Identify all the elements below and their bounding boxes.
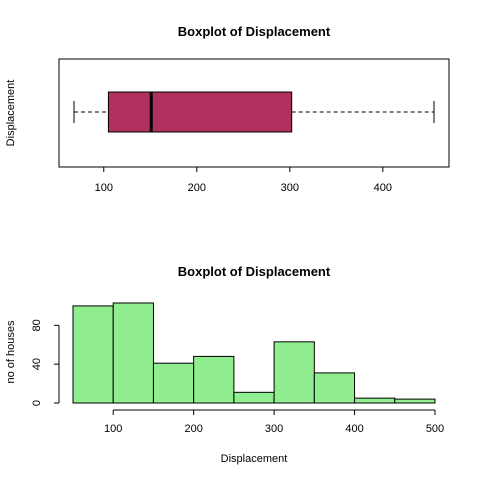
boxplot-panel: Boxplot of Displacement Displacement 100… (5, 24, 449, 194)
histogram-bar (73, 306, 113, 403)
boxplot-x-tick-label: 400 (374, 182, 392, 194)
boxplot-x-tick-label: 300 (281, 182, 299, 194)
histogram-bar (355, 398, 395, 403)
histogram-x-axis-label: Displacement (221, 453, 288, 465)
histogram-x-tick-label: 300 (265, 423, 283, 435)
boxplot-x-axis: 100 200 300 400 (95, 167, 392, 194)
histogram-y-tick-label: 40 (31, 358, 43, 370)
histogram-x-axis: 100 200 300 400 500 (104, 410, 444, 435)
histogram-x-tick-label: 200 (184, 423, 202, 435)
histogram-bar (194, 356, 234, 403)
histogram-y-tick-label: 0 (31, 400, 43, 406)
histogram-y-tick-label: 80 (31, 319, 43, 331)
boxplot-x-tick-label: 100 (95, 182, 113, 194)
boxplot-y-axis-label: Displacement (5, 80, 17, 147)
histogram-bar (113, 303, 153, 403)
histogram-bar (274, 342, 314, 403)
histogram-bar (314, 373, 354, 403)
histogram-x-tick-label: 500 (426, 423, 444, 435)
boxplot-x-tick-label: 200 (188, 182, 206, 194)
histogram-bar (395, 399, 435, 403)
iqr-box (108, 92, 291, 132)
histogram-y-axis: 0 40 80 (31, 319, 59, 406)
histogram-panel: Boxplot of Displacement 100 200 300 400 500 … (5, 264, 444, 465)
histogram-bar (153, 363, 193, 403)
histogram-x-tick-label: 100 (104, 423, 122, 435)
histogram-x-tick-label: 400 (345, 423, 363, 435)
histogram-y-axis-label: no of houses (5, 320, 17, 383)
boxplot-marks (74, 92, 434, 132)
histogram-title: Boxplot of Displacement (178, 264, 331, 279)
histogram-bars (73, 303, 435, 403)
boxplot-title: Boxplot of Displacement (178, 24, 331, 39)
histogram-bar (234, 392, 274, 403)
